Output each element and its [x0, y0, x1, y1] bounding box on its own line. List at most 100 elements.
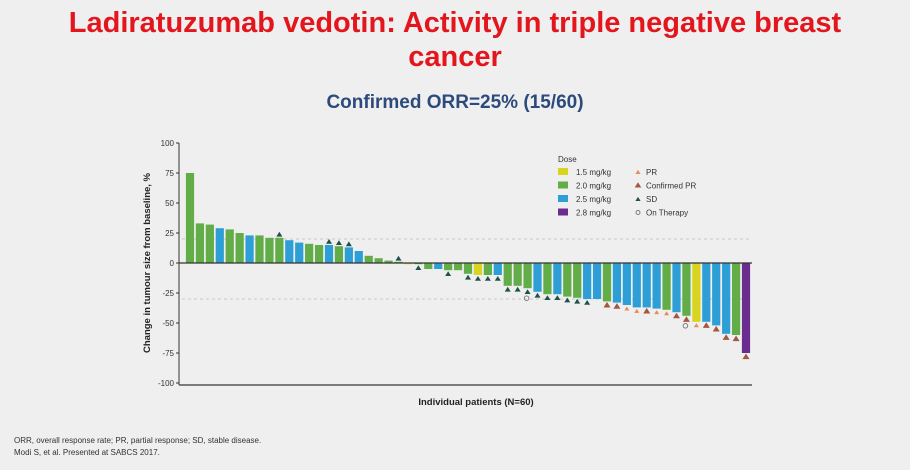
bar-patient-28: [453, 263, 463, 271]
marker-sd: [474, 276, 481, 281]
bar-patient-47: [642, 263, 651, 308]
marker-sd: [345, 241, 352, 247]
marker-pr: [664, 311, 670, 316]
legend-title: Dose: [558, 155, 577, 164]
y-tick-label: -50: [162, 319, 174, 328]
y-tick-label: 25: [165, 229, 174, 238]
bar-patient-42: [592, 263, 602, 299]
bar-patient-29: [463, 263, 473, 274]
marker-pr: [654, 310, 660, 315]
bar-patient-11: [285, 240, 294, 263]
bar-patient-8: [255, 235, 264, 263]
bar-patient-18: [354, 251, 363, 263]
legend-swatch-1.5: [558, 168, 568, 175]
legend-swatch-2.0: [558, 181, 568, 189]
legend-swatch-2.8: [558, 208, 568, 216]
bar-patient-40: [573, 263, 582, 298]
marker-pr: [634, 308, 640, 313]
footnote-reference: Modi S, et al. Presented at SABCS 2017.: [14, 448, 160, 457]
bar-patient-44: [612, 263, 622, 303]
y-tick-label: 50: [165, 199, 174, 208]
marker-cpr: [702, 322, 710, 328]
chart-subtitle: Confirmed ORR=25% (15/60): [326, 92, 584, 113]
marker-cpr: [603, 301, 611, 308]
bar-patient-30: [473, 263, 483, 275]
bar-patient-52: [692, 263, 701, 322]
legend-dose-label: 2.5 mg/kg: [576, 195, 611, 204]
marker-sd: [276, 231, 283, 237]
marker-sd: [584, 300, 591, 305]
marker-sd: [514, 286, 521, 292]
title-line-2: cancer: [408, 41, 502, 73]
bar-patient-9: [265, 237, 274, 263]
marker-sd: [504, 286, 511, 292]
marker-cpr: [712, 325, 720, 332]
bar-patient-37: [543, 263, 552, 295]
y-tick-label: 75: [165, 169, 174, 178]
marker-cpr: [742, 353, 750, 360]
marker-cpr: [682, 316, 690, 322]
marker-sd: [534, 292, 541, 298]
legend-swatch-2.5: [558, 195, 568, 202]
bar-patient-57: [741, 263, 751, 353]
y-tick-label: -100: [158, 379, 175, 388]
marker-sd: [544, 295, 551, 300]
bar-patient-35: [523, 263, 532, 289]
marker-pr: [624, 306, 630, 311]
legend-marker-pr-icon: [635, 169, 641, 174]
bar-patient-7: [245, 235, 254, 263]
marker-sd: [554, 295, 561, 300]
bar-patient-55: [722, 263, 731, 334]
bar-patient-41: [583, 263, 592, 299]
footnote-abbreviations: ORR, overall response rate; PR, partial …: [14, 436, 262, 445]
y-tick-label: 100: [161, 139, 175, 148]
bar-patient-3: [205, 224, 214, 263]
legend-dose-label: 2.0 mg/kg: [576, 182, 611, 191]
bar-patient-53: [702, 263, 711, 322]
marker-sd: [484, 276, 491, 281]
y-tick-label: -25: [162, 289, 174, 298]
bar-patient-32: [493, 263, 502, 275]
bar-patient-2: [195, 223, 205, 263]
bar-patient-6: [235, 233, 244, 263]
marker-cpr: [643, 307, 651, 314]
bar-patient-34: [513, 263, 522, 286]
marker-sd: [395, 255, 402, 261]
bar-patient-20: [374, 258, 383, 263]
legend-marker-on-therapy-icon: [635, 210, 641, 215]
bar-patient-26: [434, 263, 443, 269]
bar-patient-19: [364, 255, 373, 263]
legend-marker-cpr-icon: [634, 182, 642, 188]
bar-patient-15: [324, 245, 334, 263]
marker-cpr: [722, 334, 730, 340]
bar-patient-14: [314, 245, 324, 263]
marker-sd: [524, 289, 531, 294]
marker-on-therapy: [523, 295, 530, 301]
marker-sd: [574, 298, 581, 304]
bar-patient-50: [672, 263, 681, 313]
legend-marker-label: SD: [646, 195, 657, 204]
bar-patient-51: [682, 263, 691, 316]
marker-sd: [465, 274, 471, 280]
marker-cpr: [613, 303, 621, 309]
slide-title: Ladiratuzumab vedotin: Activity in tripl…: [0, 6, 910, 74]
y-tick-label: -75: [162, 349, 174, 358]
bar-patient-13: [305, 243, 314, 263]
bar-patient-5: [225, 229, 234, 263]
bar-patient-46: [632, 263, 641, 308]
bar-patient-39: [563, 263, 572, 297]
bar-patient-10: [275, 237, 284, 263]
bar-patient-36: [533, 263, 542, 292]
bar-patient-43: [602, 263, 612, 302]
bar-patient-1: [185, 173, 195, 263]
bar-patient-25: [424, 263, 433, 269]
marker-sd: [326, 239, 332, 244]
marker-cpr: [732, 335, 740, 342]
bar-patient-45: [622, 263, 631, 305]
marker-sd: [494, 276, 501, 281]
marker-sd: [335, 240, 342, 245]
bar-patient-48: [652, 263, 661, 309]
y-tick-label: 0: [170, 259, 175, 268]
bar-patient-56: [731, 263, 741, 335]
